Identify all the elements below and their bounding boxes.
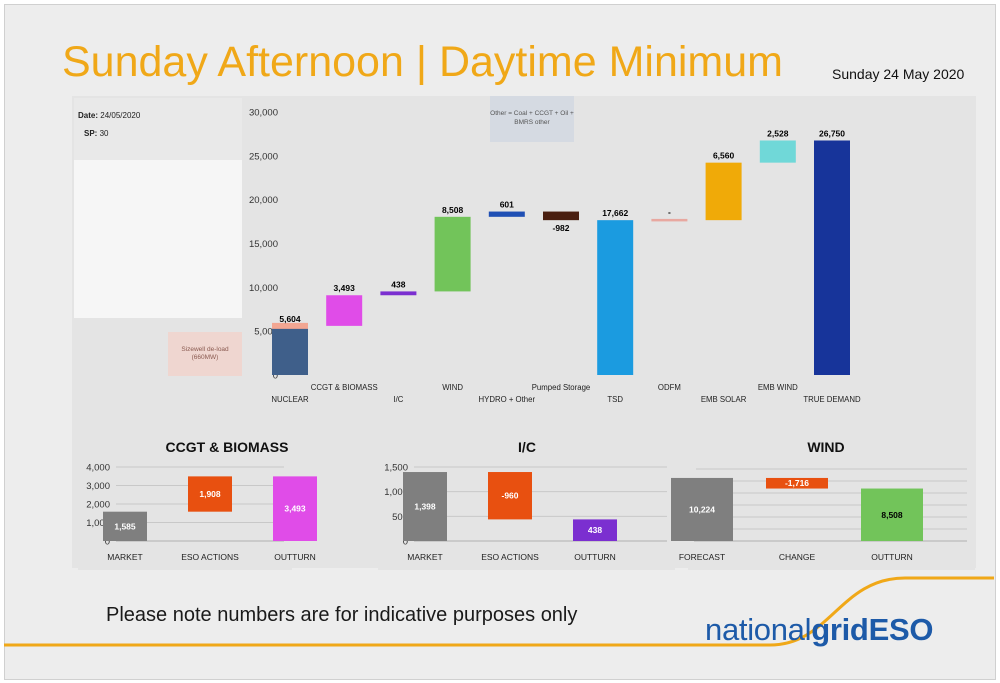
i-c-bar-outturn bbox=[573, 519, 617, 541]
i-c-bar-eso-actions bbox=[488, 472, 532, 520]
main-y-tick: 5,000 bbox=[254, 327, 278, 338]
main-bar-hydro-other bbox=[488, 211, 525, 217]
main-bar-odfm bbox=[651, 218, 688, 222]
ccgt-biomass-bar-eso-actions-value: 1,908 bbox=[199, 489, 221, 499]
wind-bar-outturn-value: 8,508 bbox=[881, 510, 903, 520]
wind-chart-title: WIND bbox=[807, 439, 844, 455]
wind-bar-outturn bbox=[861, 488, 923, 541]
ccgt-biomass-bar-outturn-value: 3,493 bbox=[284, 504, 306, 514]
main-bar-odfm-category: ODFM bbox=[658, 383, 681, 392]
other-note: Other = Coal + CCGT + Oil + BMRS other bbox=[490, 96, 574, 142]
main-bar-wind-category: WIND bbox=[442, 383, 463, 392]
info-box: Date: 24/05/2020 SP: 30 bbox=[74, 98, 242, 160]
main-bar-i-c bbox=[380, 291, 417, 296]
i-c-y-tick: 0 bbox=[403, 537, 408, 548]
main-bar-emb-solar bbox=[705, 162, 742, 221]
date-label: Date: bbox=[78, 111, 99, 120]
slide-title: Sunday Afternoon | Daytime Minimum bbox=[62, 38, 783, 86]
ccgt-biomass-chart-title: CCGT & BIOMASS bbox=[166, 439, 289, 455]
ccgt-biomass-bar-market-category: MARKET bbox=[107, 552, 142, 562]
main-bar-tsd bbox=[597, 220, 634, 375]
main-y-tick: 30,000 bbox=[249, 108, 278, 119]
blank-area bbox=[74, 160, 242, 318]
main-y-tick: 15,000 bbox=[249, 239, 278, 250]
main-bar-tsd-value: 17,662 bbox=[602, 208, 628, 218]
wind-bar-change-category: CHANGE bbox=[779, 552, 816, 562]
i-c-chart-title: I/C bbox=[518, 439, 536, 455]
main-bar-hydro-other-value: 601 bbox=[500, 200, 514, 210]
ccgt-biomass-y-tick: 0 bbox=[105, 537, 110, 548]
main-bar-nuclear-value: 5,604 bbox=[279, 314, 301, 324]
main-bar-emb-wind-value: 2,528 bbox=[767, 128, 789, 138]
ccgt-biomass-bar-market bbox=[103, 511, 147, 541]
disclaimer: Please note numbers are for indicative p… bbox=[106, 604, 578, 626]
main-bar-wind bbox=[434, 216, 471, 292]
ccgt-biomass-y-tick: 2,000 bbox=[86, 500, 110, 511]
ccgt-biomass-bar-eso-actions-category: ESO ACTIONS bbox=[181, 552, 239, 562]
i-c-bar-eso-actions-value: -960 bbox=[501, 491, 518, 501]
wind-frame bbox=[688, 458, 975, 570]
wind-bar-forecast-category: FORECAST bbox=[679, 552, 725, 562]
main-y-tick: 20,000 bbox=[249, 195, 278, 206]
main-bar-nuclear-accent bbox=[272, 322, 308, 329]
ccgt-biomass-bar-eso-actions bbox=[188, 476, 232, 512]
main-bar-emb-solar-value: 6,560 bbox=[713, 151, 735, 161]
ccgt-biomass-bar-outturn-category: OUTTURN bbox=[274, 552, 316, 562]
main-bar-ccgt-biomass-value: 3,493 bbox=[334, 283, 356, 293]
sp-label: SP: bbox=[84, 129, 98, 138]
main-bar-ccgt-biomass-category: CCGT & BIOMASS bbox=[311, 383, 378, 392]
i-c-bar-eso-actions-category: ESO ACTIONS bbox=[481, 552, 539, 562]
main-bar-true-demand-category: TRUE DEMAND bbox=[803, 395, 861, 404]
main-bar-hydro-other-category: HYDRO + Other bbox=[479, 395, 536, 404]
main-y-tick: 25,000 bbox=[249, 151, 278, 162]
main-bar-wind-value: 8,508 bbox=[442, 205, 464, 215]
main-bar-nuclear bbox=[272, 325, 308, 375]
i-c-bar-market bbox=[403, 472, 447, 541]
i-c-y-tick: 500 bbox=[392, 512, 408, 523]
ccgt-biomass-y-tick: 4,000 bbox=[86, 463, 110, 474]
national-grid-eso-logo: nationalgridESO bbox=[705, 612, 934, 647]
sizewell-note: Sizewell de-load (660MW) bbox=[168, 332, 242, 376]
main-bar-ccgt-biomass bbox=[326, 295, 363, 326]
main-bar-tsd-category: TSD bbox=[607, 395, 623, 404]
wind-bar-change bbox=[766, 477, 828, 489]
main-bar-nuclear-category: NUCLEAR bbox=[271, 395, 309, 404]
sp-value: 30 bbox=[99, 129, 109, 138]
ccgt-biomass-bar-outturn bbox=[273, 476, 317, 541]
main-y-tick: 10,000 bbox=[249, 283, 278, 294]
main-bar-emb-wind bbox=[759, 140, 796, 163]
i-c-bar-outturn-value: 438 bbox=[588, 525, 602, 535]
main-bar-emb-wind-category: EMB WIND bbox=[758, 383, 798, 392]
date-value: 24/05/2020 bbox=[100, 111, 141, 120]
ccgt-biomass-y-tick: 3,000 bbox=[86, 481, 110, 492]
main-bar-i-c-category: I/C bbox=[393, 395, 403, 404]
main-bar-emb-solar-category: EMB SOLAR bbox=[701, 395, 747, 404]
ccgt-biomass-bar-market-value: 1,585 bbox=[114, 521, 136, 531]
ccgt-biomass-y-tick: 1,000 bbox=[86, 518, 110, 529]
wind-bar-change-value: -1,716 bbox=[785, 478, 809, 488]
main-bar-pumped-storage-category: Pumped Storage bbox=[532, 383, 591, 392]
i-c-y-tick: 1,500 bbox=[384, 463, 408, 474]
wind-bar-outturn-category: OUTTURN bbox=[871, 552, 913, 562]
main-bar-i-c-value: 438 bbox=[391, 279, 405, 289]
wind-bar-forecast bbox=[671, 477, 733, 541]
i-c-bar-outturn-category: OUTTURN bbox=[574, 552, 616, 562]
i-c-bar-market-value: 1,398 bbox=[414, 502, 436, 512]
main-y-tick: 0 bbox=[273, 371, 278, 382]
i-c-bar-market-category: MARKET bbox=[407, 552, 442, 562]
main-bar-true-demand bbox=[814, 140, 850, 375]
main-bar-true-demand-value: 26,750 bbox=[819, 128, 845, 138]
main-bar-pumped-storage-value: -982 bbox=[552, 223, 569, 233]
main-bar-odfm-value: - bbox=[668, 207, 671, 217]
main-bar-pumped-storage bbox=[543, 211, 579, 221]
wind-bar-forecast-value: 10,224 bbox=[689, 504, 715, 514]
i-c-y-tick: 1,000 bbox=[384, 487, 408, 498]
slide-date: Sunday 24 May 2020 bbox=[832, 66, 965, 82]
